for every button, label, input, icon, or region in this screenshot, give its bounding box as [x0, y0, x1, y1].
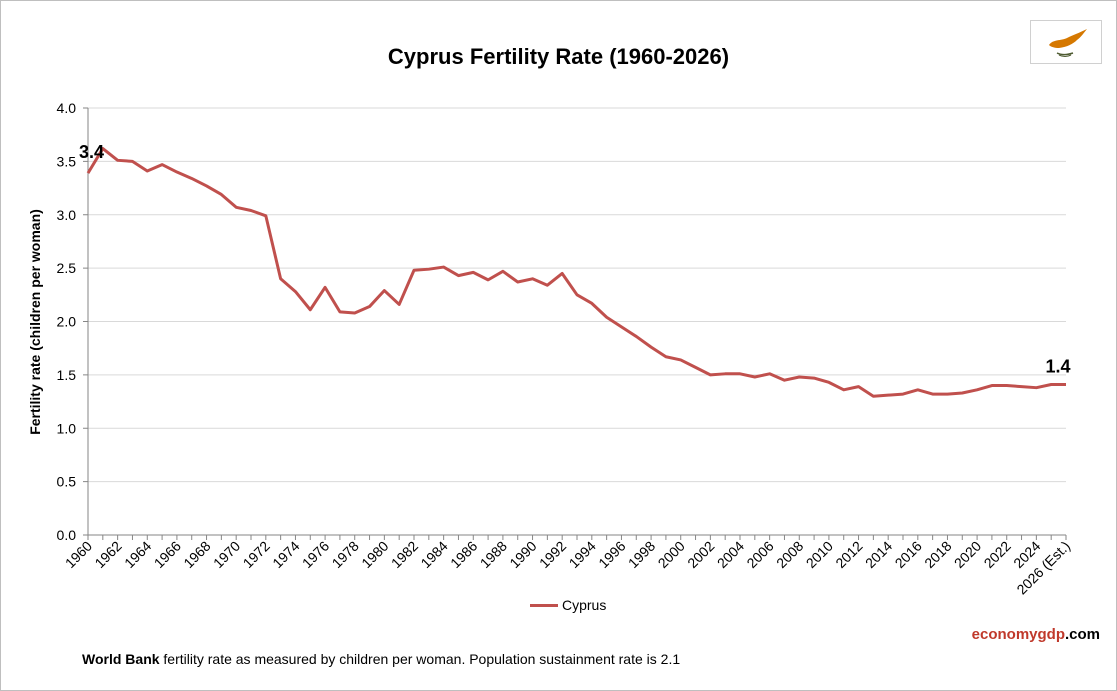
- cyprus-flag-icon: [1030, 20, 1102, 64]
- x-tick-label: 2010: [803, 538, 836, 571]
- x-tick-label: 1968: [180, 538, 213, 571]
- x-tick-label: 1978: [329, 538, 362, 571]
- y-tick-label: 0.0: [57, 527, 77, 543]
- x-tick-label: 1964: [121, 538, 154, 571]
- footnote: World Bank fertility rate as measured by…: [82, 651, 680, 667]
- x-tick-label: 1966: [151, 538, 184, 571]
- x-tick-label: 1980: [358, 538, 391, 571]
- x-tick-label: 1984: [417, 538, 450, 571]
- x-tick-label: 1976: [299, 538, 332, 571]
- x-tick-label: 1988: [477, 538, 510, 571]
- annotation-label: 3.4: [79, 142, 104, 162]
- x-tick-label: 1996: [595, 538, 628, 571]
- x-tick-label: 2018: [921, 538, 954, 571]
- x-tick-label: 1992: [536, 538, 569, 571]
- axes: [83, 107, 1067, 540]
- x-tick-label: 1994: [566, 538, 599, 571]
- y-tick-label: 1.5: [57, 367, 77, 383]
- y-tick-label: 0.5: [57, 474, 77, 490]
- x-tick-label: 1990: [506, 538, 539, 571]
- legend-swatch-cyprus: [530, 603, 558, 607]
- brand-watermark: economygdp.com: [972, 626, 1100, 643]
- x-tick-label: 2022: [981, 538, 1014, 571]
- x-tick-label: 1962: [91, 538, 124, 571]
- series-layer: [86, 147, 1066, 398]
- y-tick-label: 1.0: [57, 420, 77, 436]
- x-tick-label: 2020: [951, 538, 984, 571]
- footnote-text: fertility rate as measured by children p…: [159, 651, 681, 667]
- y-tick-labels: 0.0 0.5 1.0 1.5 2.0 2.5 3.0 3.5 4.0: [57, 100, 77, 543]
- x-tick-label: 2014: [862, 538, 895, 571]
- x-tick-label: 1998: [625, 538, 658, 571]
- x-tick-label: 2004: [714, 538, 747, 571]
- x-tick-label: 1986: [447, 538, 480, 571]
- x-tick-label: 2016: [892, 538, 925, 571]
- x-tick-label: 2008: [773, 538, 806, 571]
- brand-part2: .com: [1064, 626, 1100, 643]
- legend-label-cyprus: Cyprus: [562, 597, 607, 613]
- y-tick-label: 4.0: [57, 100, 77, 116]
- x-tick-label: 2000: [655, 538, 688, 571]
- annotations: 3.4 1.4: [79, 142, 1071, 376]
- gridlines: [88, 107, 1066, 483]
- x-tick-label: 2006: [743, 538, 776, 571]
- legend: Cyprus: [530, 597, 606, 613]
- y-tick-label: 3.5: [57, 153, 77, 169]
- chart-title: Cyprus Fertility Rate (1960-2026): [387, 44, 730, 69]
- annotation-label: 1.4: [1045, 356, 1070, 376]
- footnote-source: World Bank: [82, 651, 160, 667]
- y-tick-label: 2.5: [57, 260, 77, 276]
- x-tick-label: 1974: [269, 538, 302, 571]
- x-tick-labels: 1960196219641966196819701972197419761978…: [62, 538, 1073, 598]
- x-tick-label: 1970: [210, 538, 243, 571]
- x-tick-label: 1972: [240, 538, 273, 571]
- x-tick-label: 2012: [832, 538, 865, 571]
- x-tick-label: 1982: [388, 538, 421, 571]
- y-tick-label: 3.0: [57, 207, 77, 223]
- x-tick-label: 2002: [684, 538, 717, 571]
- brand-part1: economygdp: [971, 626, 1065, 643]
- y-tick-label: 2.0: [57, 314, 77, 330]
- series-line-cyprus: [86, 147, 1066, 398]
